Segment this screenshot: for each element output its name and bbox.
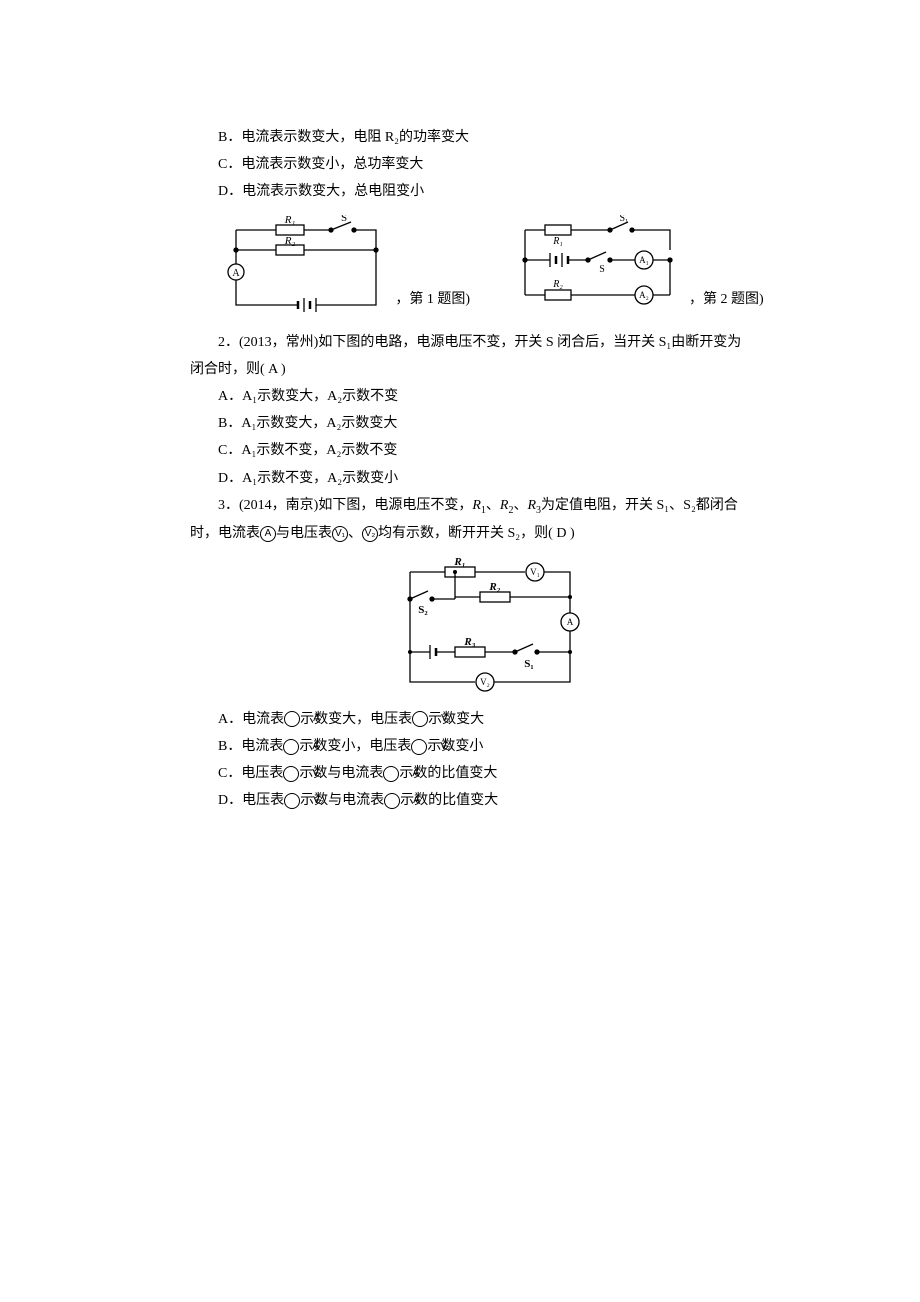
figure-q3: R₁ R₂ R₃ S₂ S₁ V₁ V₂ A: [190, 557, 790, 692]
q2-option-d: D．A₁示数不变，A₂示数变小: [190, 466, 790, 491]
svg-text:A₂: A₂: [639, 290, 649, 300]
voltmeter-v1-icon: V₁: [412, 711, 428, 727]
q3-option-a: A．电流表A示数变大，电压表V₁示数变大: [190, 707, 790, 732]
voltmeter-v1-icon: V₁: [332, 526, 348, 542]
svg-text:V₂: V₂: [480, 677, 490, 687]
ammeter-a-icon: A: [260, 526, 276, 542]
q3-option-d: D．电压表V₂示数与电流表A示数的比值变大: [190, 788, 790, 813]
svg-text:R₁: R₁: [552, 236, 563, 247]
ammeter-a-icon: A: [284, 711, 300, 727]
figure-q2: R₁ R₂ S₁ S A₁ A₂ ，第 2 题图): [510, 215, 764, 315]
svg-text:A: A: [567, 617, 574, 627]
q1-option-b: B．电流表示数变大，电阻 R₂的功率变大: [190, 125, 790, 150]
q3-stem-line1: 3．(2014，南京)如下图，电源电压不变，R1、R2、R3为定值电阻，开关 S…: [190, 493, 790, 520]
circuit-diagram-q3: R₁ R₂ R₃ S₂ S₁ V₁ V₂ A: [395, 557, 585, 692]
q1-option-d: D．电流表示数变大，总电阻变小: [190, 179, 790, 204]
svg-text:V₁: V₁: [530, 567, 540, 577]
figure-q1-caption: ，第 1 题图): [395, 287, 470, 314]
ammeter-a-icon: A: [383, 766, 399, 782]
q2-option-b: B．A₁示数变大，A₂示数变大: [190, 411, 790, 436]
voltmeter-v2-icon: V₂: [411, 739, 427, 755]
voltmeter-v1-icon: V₁: [283, 766, 299, 782]
figure-q1: R₁ R₂ S A ，第 1 题图): [216, 215, 470, 315]
svg-text:R₁: R₁: [453, 557, 465, 568]
q2-stem-line1: 2．(2013，常州)如下图的电路，电源电压不变，开关 S 闭合后，当开关 S₁…: [190, 330, 790, 355]
ammeter-a-icon: A: [384, 793, 400, 809]
svg-text:A₁: A₁: [639, 255, 649, 265]
figure-q2-caption: ，第 2 题图): [689, 287, 764, 314]
svg-text:R₃: R₃: [463, 636, 475, 648]
q2-option-a: A．A₁示数变大，A₂示数不变: [190, 384, 790, 409]
q3-stem-line2: 时，电流表A与电压表V₁、V₂均有示数，断开开关 S₂，则( D ): [190, 521, 790, 546]
q1-option-c: C．电流表示数变小，总功率变大: [190, 152, 790, 177]
q3-option-b: B．电流表A示数变小，电压表V₂示数变小: [190, 734, 790, 759]
svg-text:R₂: R₂: [284, 235, 296, 247]
svg-text:A: A: [233, 268, 241, 279]
voltmeter-v2-icon: V₂: [362, 526, 378, 542]
svg-text:S: S: [341, 215, 347, 224]
svg-text:R₂: R₂: [488, 581, 500, 593]
q2-stem-line2: 闭合时，则( A ): [190, 357, 790, 382]
svg-text:S₂: S₂: [418, 604, 428, 616]
svg-text:S: S: [599, 264, 605, 275]
ammeter-a-icon: A: [283, 739, 299, 755]
svg-text:R₁: R₁: [284, 215, 296, 226]
svg-text:S₁: S₁: [619, 215, 628, 224]
circuit-diagram-q1: R₁ R₂ S A: [216, 215, 391, 315]
figures-row-q1-q2: R₁ R₂ S A ，第 1 题图): [190, 215, 790, 315]
svg-text:S₁: S₁: [524, 658, 533, 670]
q2-option-c: C．A₁示数不变，A₂示数不变: [190, 438, 790, 463]
q3-option-c: C．电压表V₁示数与电流表A示数的比值变大: [190, 761, 790, 786]
voltmeter-v2-icon: V₂: [284, 793, 300, 809]
circuit-diagram-q2: R₁ R₂ S₁ S A₁ A₂: [510, 215, 685, 315]
svg-text:R₂: R₂: [552, 279, 563, 290]
